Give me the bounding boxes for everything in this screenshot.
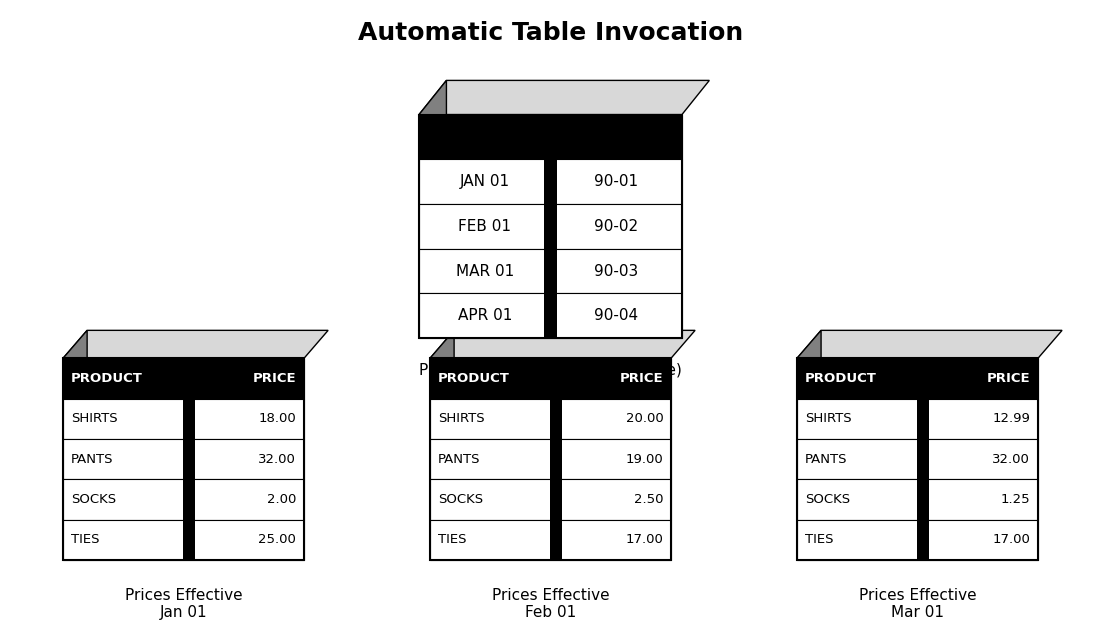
- Text: 90-03: 90-03: [595, 264, 639, 278]
- Text: JAN 01: JAN 01: [460, 174, 510, 189]
- Polygon shape: [430, 331, 695, 358]
- Bar: [550, 358, 562, 560]
- Bar: [797, 480, 1038, 520]
- Text: 90-04: 90-04: [595, 309, 639, 323]
- Text: PANTS: PANTS: [438, 452, 480, 466]
- Bar: [63, 480, 304, 520]
- Bar: [797, 358, 1038, 560]
- Polygon shape: [419, 80, 709, 115]
- Text: PRICE: PRICE: [620, 372, 663, 385]
- Text: PANTS: PANTS: [805, 452, 847, 466]
- Text: 17.00: 17.00: [625, 533, 663, 546]
- Text: SOCKS: SOCKS: [70, 493, 116, 506]
- Text: SHIRTS: SHIRTS: [438, 412, 484, 425]
- Bar: [797, 399, 1038, 439]
- Text: FEB 01: FEB 01: [458, 219, 511, 234]
- Bar: [430, 358, 671, 560]
- Text: 90-01: 90-01: [595, 174, 639, 189]
- Text: SOCKS: SOCKS: [438, 493, 483, 506]
- Bar: [419, 204, 682, 249]
- Bar: [430, 439, 671, 480]
- Bar: [430, 480, 671, 520]
- Text: PRODUCT: PRODUCT: [438, 372, 510, 385]
- Bar: [430, 399, 671, 439]
- Polygon shape: [797, 331, 1062, 358]
- Text: Prices Effective
Mar 01: Prices Effective Mar 01: [859, 588, 977, 620]
- Text: PRICE: PRICE: [986, 372, 1031, 385]
- Bar: [419, 249, 682, 293]
- Bar: [63, 358, 304, 399]
- Text: PRICE: PRICE: [253, 372, 296, 385]
- Bar: [419, 115, 682, 338]
- Text: PANTS: PANTS: [70, 452, 113, 466]
- Text: Automatic Table Invocation: Automatic Table Invocation: [358, 21, 743, 45]
- Bar: [183, 358, 195, 560]
- Text: 90-02: 90-02: [595, 219, 639, 234]
- Text: 1.25: 1.25: [1001, 493, 1031, 506]
- Polygon shape: [63, 331, 87, 560]
- Text: 2.00: 2.00: [266, 493, 296, 506]
- Bar: [63, 399, 304, 439]
- Text: 18.00: 18.00: [259, 412, 296, 425]
- Text: 19.00: 19.00: [625, 452, 663, 466]
- Text: Price Control Table (Primary Table): Price Control Table (Primary Table): [419, 363, 682, 378]
- Text: 32.00: 32.00: [259, 452, 296, 466]
- Bar: [797, 439, 1038, 480]
- Bar: [797, 520, 1038, 560]
- Text: SHIRTS: SHIRTS: [70, 412, 118, 425]
- Bar: [430, 358, 671, 399]
- Bar: [63, 439, 304, 480]
- Bar: [419, 115, 682, 159]
- Bar: [419, 159, 682, 204]
- Polygon shape: [430, 331, 454, 560]
- Text: SOCKS: SOCKS: [805, 493, 850, 506]
- Text: TIES: TIES: [805, 533, 833, 546]
- Text: PRODUCT: PRODUCT: [70, 372, 142, 385]
- Polygon shape: [63, 331, 328, 358]
- Bar: [544, 115, 557, 338]
- Text: TIES: TIES: [70, 533, 99, 546]
- Text: 17.00: 17.00: [992, 533, 1031, 546]
- Text: 25.00: 25.00: [259, 533, 296, 546]
- Bar: [430, 520, 671, 560]
- Bar: [419, 293, 682, 338]
- Text: SHIRTS: SHIRTS: [805, 412, 851, 425]
- Text: 12.99: 12.99: [992, 412, 1031, 425]
- Bar: [917, 358, 929, 560]
- Polygon shape: [419, 80, 446, 338]
- Text: PRODUCT: PRODUCT: [805, 372, 876, 385]
- Text: 2.50: 2.50: [634, 493, 663, 506]
- Bar: [63, 358, 304, 560]
- Text: MAR 01: MAR 01: [456, 264, 514, 278]
- Text: APR 01: APR 01: [458, 309, 512, 323]
- Text: Prices Effective
Feb 01: Prices Effective Feb 01: [492, 588, 609, 620]
- Polygon shape: [797, 331, 821, 560]
- Text: Prices Effective
Jan 01: Prices Effective Jan 01: [124, 588, 242, 620]
- Bar: [63, 520, 304, 560]
- Bar: [797, 358, 1038, 399]
- Text: 20.00: 20.00: [625, 412, 663, 425]
- Text: TIES: TIES: [438, 533, 466, 546]
- Text: 32.00: 32.00: [992, 452, 1031, 466]
